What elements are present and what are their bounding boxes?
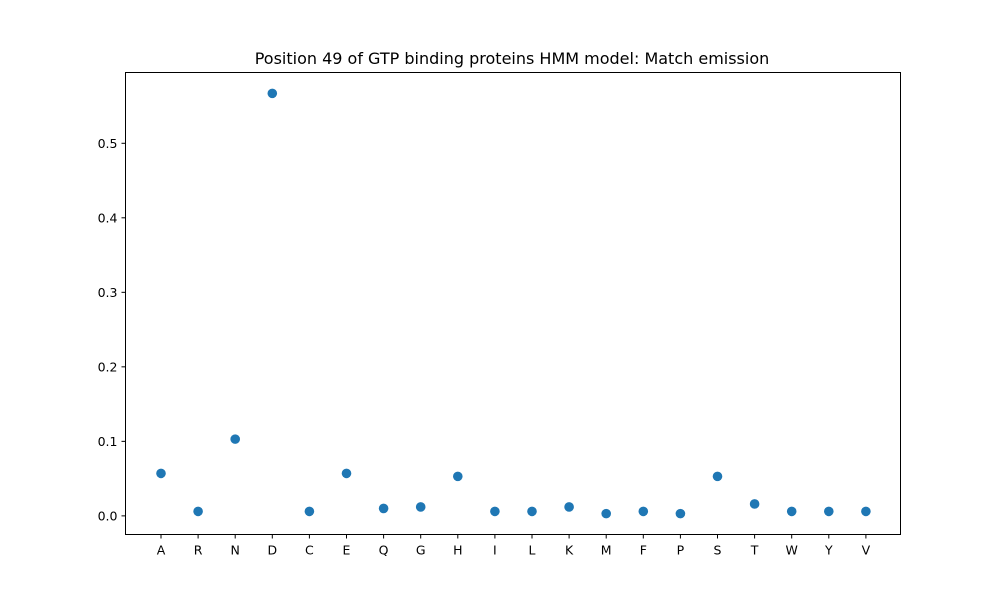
x-tick-label-V: V — [862, 543, 871, 558]
y-tick-label: 0.2 — [98, 359, 118, 374]
data-point-C — [304, 506, 315, 517]
data-point-H — [453, 471, 463, 482]
data-point-F — [638, 506, 649, 517]
x-tick-label-P: P — [677, 543, 685, 558]
x-tick-label-F: F — [640, 543, 647, 558]
x-tick-label-D: D — [267, 543, 277, 558]
data-point-N — [230, 434, 240, 444]
x-tick-label-Y: Y — [824, 543, 833, 558]
chart-title: Position 49 of GTP binding proteins HMM … — [255, 49, 770, 68]
data-point-P — [675, 508, 686, 519]
y-tick-label: 0.4 — [98, 210, 118, 225]
x-tick-label-W: W — [786, 543, 798, 558]
plot-area-frame — [125, 72, 901, 535]
data-point-S — [712, 471, 723, 482]
data-point-Q — [378, 503, 389, 514]
x-tick-label-L: L — [529, 543, 536, 558]
y-tick-label: 0.1 — [98, 434, 118, 449]
x-tick-label-N: N — [231, 543, 240, 558]
y-tick-label: 0.0 — [98, 508, 118, 523]
data-point-T — [749, 499, 760, 509]
x-tick-label-A: A — [157, 543, 166, 558]
x-tick-label-G: G — [416, 543, 426, 558]
data-points — [156, 88, 871, 519]
data-point-I — [490, 506, 500, 517]
x-tick-label-M: M — [601, 543, 612, 558]
data-point-K — [564, 502, 574, 512]
x-tick-label-R: R — [194, 543, 203, 558]
data-point-W — [786, 506, 797, 517]
data-point-R — [193, 506, 203, 517]
data-point-Y — [824, 506, 834, 517]
data-point-D — [267, 88, 278, 99]
x-tick-label-K: K — [565, 543, 574, 558]
data-point-E — [341, 468, 352, 479]
y-tick-label: 0.5 — [98, 136, 118, 151]
x-tick-label-Q: Q — [379, 543, 389, 558]
y-tick-label: 0.3 — [98, 285, 118, 300]
x-tick-label-T: T — [750, 543, 759, 558]
axis-ticks: A R N D C E Q G H I L K M F P S T W Y V 0.0 0.1 0.2 0.3 0.4 0.5 — [98, 136, 871, 558]
data-point-V — [861, 506, 871, 517]
x-tick-label-E: E — [343, 543, 351, 558]
x-tick-label-H: H — [453, 543, 462, 558]
data-point-A — [156, 468, 166, 479]
data-point-G — [415, 502, 426, 512]
x-tick-label-S: S — [714, 543, 722, 558]
data-point-M — [601, 508, 611, 519]
data-point-L — [527, 506, 537, 517]
x-tick-label-I: I — [493, 543, 497, 558]
x-tick-label-C: C — [305, 543, 314, 558]
